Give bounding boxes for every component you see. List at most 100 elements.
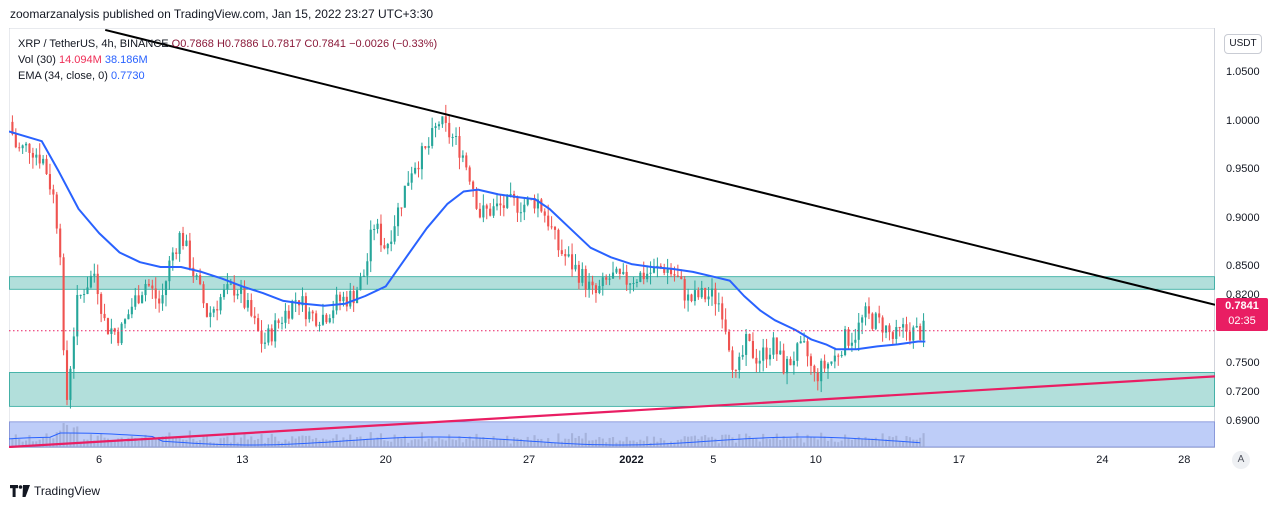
candle-body	[349, 291, 352, 307]
candle-body	[649, 272, 652, 274]
candle-body	[14, 134, 17, 148]
volume-bar	[424, 441, 427, 447]
candle-body	[908, 331, 911, 341]
candle-body	[789, 358, 792, 366]
volume-bar	[598, 437, 601, 447]
candle-body	[687, 294, 690, 301]
candle-body	[710, 288, 714, 297]
candle-body	[755, 357, 758, 364]
volume-bar	[519, 439, 522, 447]
legend-ema-row[interactable]: EMA (34, close, 0) 0.7730	[18, 68, 437, 84]
volume-bar	[417, 439, 420, 447]
ascending-support-line[interactable]	[9, 375, 1215, 448]
volume-bar	[335, 434, 338, 447]
candle-body	[574, 264, 577, 270]
descending-resistance-line[interactable]	[104, 28, 1215, 306]
candle-body	[181, 232, 185, 246]
candle-body	[321, 314, 325, 325]
candle-body	[38, 154, 41, 164]
candle-body	[52, 189, 55, 195]
legend-symbol-row[interactable]: XRP / TetherUS, 4h, BINANCE O0.7868 H0.7…	[18, 36, 437, 52]
volume-bar	[485, 439, 488, 447]
volume-bar	[48, 437, 52, 447]
candle-body	[697, 290, 700, 298]
candle-body	[229, 283, 232, 285]
candle-body	[263, 342, 267, 344]
candle-body	[403, 185, 406, 208]
candle-body	[813, 365, 816, 373]
candle-body	[451, 137, 454, 139]
volume-bar	[799, 438, 802, 447]
candle-body	[144, 283, 147, 296]
volume-bar	[301, 435, 304, 447]
candle-body	[639, 272, 642, 282]
candle-body	[437, 124, 441, 127]
candle-body	[222, 289, 226, 298]
x-tick-label: 5	[710, 454, 717, 466]
candle-body	[871, 313, 874, 329]
candle-body	[35, 154, 38, 158]
volume-bar	[42, 437, 45, 447]
candle-body	[311, 311, 314, 314]
volume-bar	[775, 433, 778, 447]
volume-bar	[298, 436, 301, 447]
y-tick-label: 0.8500	[1226, 260, 1260, 272]
volume-bar	[669, 441, 673, 447]
candle-body	[741, 354, 744, 357]
candle-body	[598, 286, 601, 294]
candle-body	[727, 331, 731, 351]
tradingview-logo[interactable]: TradingView	[10, 484, 100, 498]
candle-body	[796, 343, 799, 361]
currency-button[interactable]: USDT	[1224, 34, 1262, 54]
candle-body	[472, 181, 475, 189]
candle-body	[519, 212, 522, 214]
volume-bar	[492, 436, 495, 447]
volume-bar	[840, 440, 843, 447]
candle-body	[881, 317, 884, 333]
candle-body	[205, 303, 208, 317]
candle-body	[775, 337, 778, 355]
candle-body	[284, 310, 287, 323]
candle-body	[260, 330, 263, 344]
candle-body	[816, 372, 819, 382]
candle-body	[325, 314, 328, 323]
volume-bar	[745, 433, 748, 447]
candle-body	[352, 291, 355, 304]
volume-bar	[864, 436, 867, 447]
candle-body	[236, 293, 239, 296]
candle-body	[359, 276, 362, 291]
candle-body	[605, 277, 608, 280]
volume-bar	[820, 432, 823, 447]
trendlines-layer[interactable]	[9, 28, 1215, 448]
candle-body	[212, 309, 215, 313]
candle-body	[335, 294, 338, 311]
volume-bar	[291, 436, 294, 447]
candle-body	[840, 354, 843, 357]
volume-bar	[530, 440, 533, 447]
volume-bar	[850, 439, 853, 447]
candle-body	[721, 303, 724, 320]
volume-bar	[768, 439, 772, 447]
candle-body	[683, 279, 686, 301]
candle-body	[161, 295, 164, 304]
candle-body	[270, 328, 273, 342]
candle-body	[417, 167, 420, 170]
volume-bar	[902, 441, 905, 447]
price-chart[interactable]	[9, 28, 1215, 448]
y-tick-label: 1.0500	[1226, 66, 1260, 79]
candle-body	[704, 287, 707, 300]
candle-body	[199, 275, 202, 285]
volume-bar	[414, 439, 417, 447]
volume-bar	[803, 442, 806, 447]
candle-body	[362, 275, 365, 277]
legend-volume-row[interactable]: Vol (30) 14.094M 38.186M	[18, 52, 437, 68]
volume-bar	[673, 442, 676, 447]
volume-bar	[489, 440, 492, 447]
auto-scale-button[interactable]: A	[1232, 451, 1250, 469]
candle-body	[581, 268, 584, 283]
candle-body	[301, 296, 304, 306]
candle-body	[386, 243, 389, 249]
candle-body	[219, 297, 222, 311]
legend-open: O0.7868	[171, 38, 214, 50]
candle-body	[137, 295, 140, 304]
